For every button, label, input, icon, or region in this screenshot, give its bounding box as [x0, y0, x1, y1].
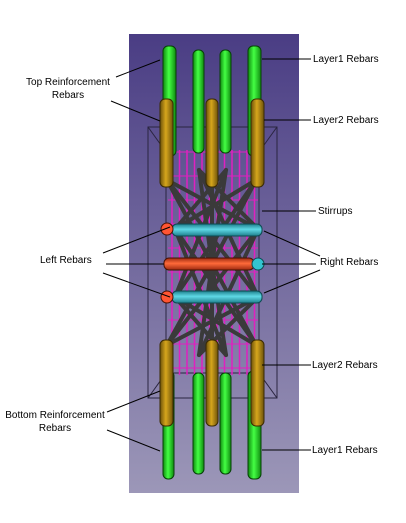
right-rebars-label: Right Rebars [320, 257, 379, 268]
connector-rod [173, 178, 258, 231]
layer2-rebars-bottom-label: Layer2 Rebars [312, 360, 378, 371]
top-reinforcement-label: Top Reinforcement Rebars [18, 76, 118, 102]
connector-rod [210, 178, 258, 266]
left-rebar-end-lower [160, 290, 174, 304]
rebar-top-layer1-3 [219, 49, 232, 154]
bottom-reinforcement-label-line1: Bottom Reinforcement [5, 410, 105, 421]
stirrups-label: Stirrups [318, 206, 353, 217]
rebar-top-layer2-2 [205, 98, 219, 188]
rebar-top-layer2-3 [250, 98, 265, 188]
side-rebar-lower [171, 290, 263, 304]
bottom-reinforcement-label-line2: Rebars [38, 423, 72, 434]
leader-lines [102, 58, 321, 452]
rebar-bottom-layer2-3 [250, 339, 265, 427]
side-rebars [160, 222, 265, 304]
connector-rod [173, 227, 258, 347]
side-rebar-middle [163, 257, 255, 271]
left-rebar-end-upper [160, 222, 174, 236]
connector-rod [210, 262, 228, 357]
rebar-top-layer1-2 [192, 49, 205, 154]
rebar-bottom-layer2-2 [205, 339, 219, 427]
connector-rod [173, 178, 258, 299]
bottom-layer2-rebars [159, 339, 265, 427]
rebar-bottom-layer1-3 [219, 372, 232, 475]
rebar-bottom-layer2-1 [159, 339, 174, 427]
connector-rod [173, 295, 258, 347]
layer1-rebars-top-label: Layer1 Rebars [313, 54, 379, 65]
side-rebar-upper [171, 223, 263, 237]
connector-rod [210, 262, 258, 347]
connector-rod [210, 168, 228, 266]
left-rebars-label: Left Rebars [40, 255, 92, 266]
top-reinforcement-label-line1: Top Reinforcement [26, 77, 110, 88]
bottom-reinforcement-label: Bottom Reinforcement Rebars [0, 409, 110, 435]
rebar-bottom-layer1-2 [192, 372, 205, 475]
layer2-rebars-top-label: Layer2 Rebars [313, 115, 379, 126]
rebar-top-layer2-1 [159, 98, 174, 188]
top-reinforcement-label-line2: Rebars [51, 90, 85, 101]
layer1-rebars-bottom-label: Layer1 Rebars [312, 445, 378, 456]
top-layer2-rebars [159, 98, 265, 188]
